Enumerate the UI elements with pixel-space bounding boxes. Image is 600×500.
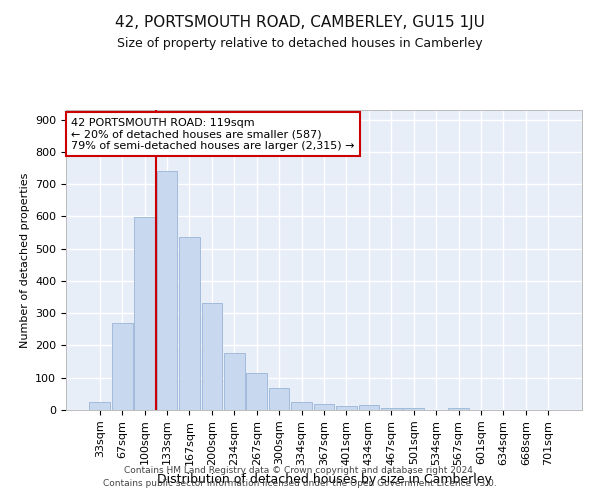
Bar xyxy=(336,406,357,410)
Y-axis label: Number of detached properties: Number of detached properties xyxy=(20,172,29,348)
Text: 42, PORTSMOUTH ROAD, CAMBERLEY, GU15 1JU: 42, PORTSMOUTH ROAD, CAMBERLEY, GU15 1JU xyxy=(115,15,485,30)
Bar xyxy=(403,408,424,410)
Bar xyxy=(269,388,289,410)
Bar xyxy=(381,408,401,410)
Bar xyxy=(224,352,245,410)
Text: Size of property relative to detached houses in Camberley: Size of property relative to detached ho… xyxy=(117,38,483,51)
Text: Contains HM Land Registry data © Crown copyright and database right 2024.
Contai: Contains HM Land Registry data © Crown c… xyxy=(103,466,497,487)
Bar xyxy=(179,238,200,410)
Bar xyxy=(89,402,110,410)
Bar xyxy=(157,172,178,410)
Bar xyxy=(314,404,334,410)
Bar xyxy=(247,373,267,410)
Bar xyxy=(112,323,133,410)
Bar xyxy=(134,218,155,410)
Bar xyxy=(202,302,222,410)
Bar xyxy=(291,402,312,410)
Bar xyxy=(448,408,469,410)
X-axis label: Distribution of detached houses by size in Camberley: Distribution of detached houses by size … xyxy=(157,473,491,486)
Bar xyxy=(359,405,379,410)
Text: 42 PORTSMOUTH ROAD: 119sqm
← 20% of detached houses are smaller (587)
79% of sem: 42 PORTSMOUTH ROAD: 119sqm ← 20% of deta… xyxy=(71,118,355,150)
